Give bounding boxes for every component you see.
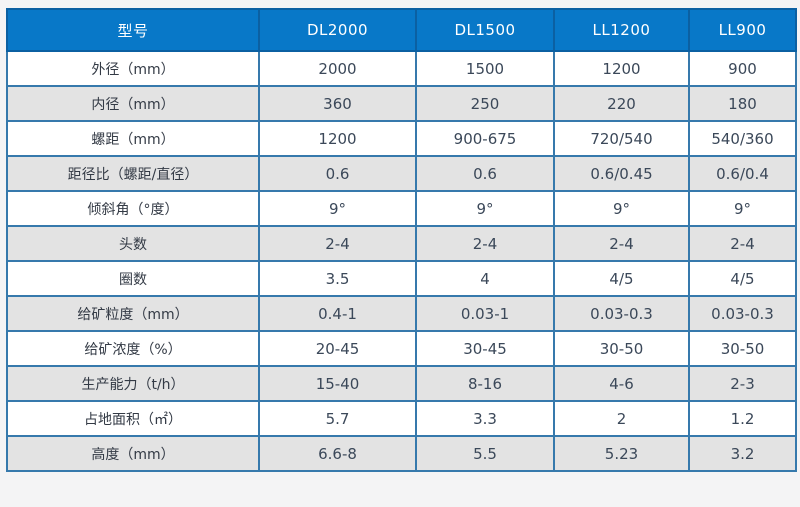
table-row-floor-area: 占地面积（㎡） 5.7 3.3 2 1.2 xyxy=(6,400,797,437)
row-label: 距径比（螺距/直径） xyxy=(6,155,260,192)
header-cell-dl2000: DL2000 xyxy=(258,8,417,52)
cell-value: 20-45 xyxy=(258,330,417,367)
cell-value: 360 xyxy=(258,85,417,122)
table-row-capacity: 生产能力（t/h） 15-40 8-16 4-6 2-3 xyxy=(6,365,797,402)
cell-value: 3.5 xyxy=(258,260,417,297)
cell-value: 1200 xyxy=(258,120,417,157)
row-label: 内径（mm） xyxy=(6,85,260,122)
cell-value: 250 xyxy=(415,85,555,122)
cell-value: 9° xyxy=(553,190,690,227)
header-cell-dl1500: DL1500 xyxy=(415,8,555,52)
cell-value: 540/360 xyxy=(688,120,797,157)
cell-value: 3.2 xyxy=(688,435,797,472)
header-row: 型号 DL2000 DL1500 LL1200 LL900 xyxy=(6,8,797,52)
cell-value: 5.5 xyxy=(415,435,555,472)
cell-value: 0.03-0.3 xyxy=(688,295,797,332)
table-row-feed-size: 给矿粒度（mm） 0.4-1 0.03-1 0.03-0.3 0.03-0.3 xyxy=(6,295,797,332)
header-cell-model-label: 型号 xyxy=(6,8,260,52)
row-label: 占地面积（㎡） xyxy=(6,400,260,437)
cell-value: 0.4-1 xyxy=(258,295,417,332)
table-row-inner-diameter: 内径（mm） 360 250 220 180 xyxy=(6,85,797,122)
cell-value: 2-3 xyxy=(688,365,797,402)
table-row-pitch: 螺距（mm） 1200 900-675 720/540 540/360 xyxy=(6,120,797,157)
row-label: 给矿粒度（mm） xyxy=(6,295,260,332)
cell-value: 5.7 xyxy=(258,400,417,437)
cell-value: 2-4 xyxy=(415,225,555,262)
cell-value: 4-6 xyxy=(553,365,690,402)
cell-value: 900 xyxy=(688,50,797,87)
cell-value: 15-40 xyxy=(258,365,417,402)
cell-value: 8-16 xyxy=(415,365,555,402)
table-row-incline-angle: 倾斜角（°度） 9° 9° 9° 9° xyxy=(6,190,797,227)
cell-value: 9° xyxy=(688,190,797,227)
table-row-height: 高度（mm） 6.6-8 5.5 5.23 3.2 xyxy=(6,435,797,472)
header-cell-ll900: LL900 xyxy=(688,8,797,52)
cell-value: 2-4 xyxy=(258,225,417,262)
row-label: 生产能力（t/h） xyxy=(6,365,260,402)
table-row-outer-diameter: 外径（mm） 2000 1500 1200 900 xyxy=(6,50,797,87)
cell-value: 900-675 xyxy=(415,120,555,157)
cell-value: 6.6-8 xyxy=(258,435,417,472)
cell-value: 30-45 xyxy=(415,330,555,367)
cell-value: 5.23 xyxy=(553,435,690,472)
spec-table: 型号 DL2000 DL1500 LL1200 LL900 外径（mm） 200… xyxy=(6,8,797,472)
cell-value: 220 xyxy=(553,85,690,122)
cell-value: 0.03-1 xyxy=(415,295,555,332)
header-cell-ll1200: LL1200 xyxy=(553,8,690,52)
row-label: 倾斜角（°度） xyxy=(6,190,260,227)
row-label: 高度（mm） xyxy=(6,435,260,472)
cell-value: 9° xyxy=(415,190,555,227)
cell-value: 1200 xyxy=(553,50,690,87)
cell-value: 0.6/0.45 xyxy=(553,155,690,192)
cell-value: 1.2 xyxy=(688,400,797,437)
cell-value: 0.6 xyxy=(415,155,555,192)
cell-value: 2-4 xyxy=(553,225,690,262)
table-row-feed-density: 给矿浓度（%） 20-45 30-45 30-50 30-50 xyxy=(6,330,797,367)
cell-value: 2000 xyxy=(258,50,417,87)
cell-value: 0.6 xyxy=(258,155,417,192)
cell-value: 1500 xyxy=(415,50,555,87)
cell-value: 2 xyxy=(553,400,690,437)
row-label: 外径（mm） xyxy=(6,50,260,87)
cell-value: 30-50 xyxy=(553,330,690,367)
cell-value: 4/5 xyxy=(553,260,690,297)
cell-value: 4/5 xyxy=(688,260,797,297)
cell-value: 30-50 xyxy=(688,330,797,367)
cell-value: 4 xyxy=(415,260,555,297)
row-label: 圈数 xyxy=(6,260,260,297)
cell-value: 0.6/0.4 xyxy=(688,155,797,192)
row-label: 给矿浓度（%） xyxy=(6,330,260,367)
cell-value: 720/540 xyxy=(553,120,690,157)
cell-value: 2-4 xyxy=(688,225,797,262)
cell-value: 180 xyxy=(688,85,797,122)
cell-value: 9° xyxy=(258,190,417,227)
table-row-turn-count: 圈数 3.5 4 4/5 4/5 xyxy=(6,260,797,297)
cell-value: 3.3 xyxy=(415,400,555,437)
table-row-head-count: 头数 2-4 2-4 2-4 2-4 xyxy=(6,225,797,262)
row-label: 螺距（mm） xyxy=(6,120,260,157)
cell-value: 0.03-0.3 xyxy=(553,295,690,332)
table-row-pitch-diameter-ratio: 距径比（螺距/直径） 0.6 0.6 0.6/0.45 0.6/0.4 xyxy=(6,155,797,192)
row-label: 头数 xyxy=(6,225,260,262)
